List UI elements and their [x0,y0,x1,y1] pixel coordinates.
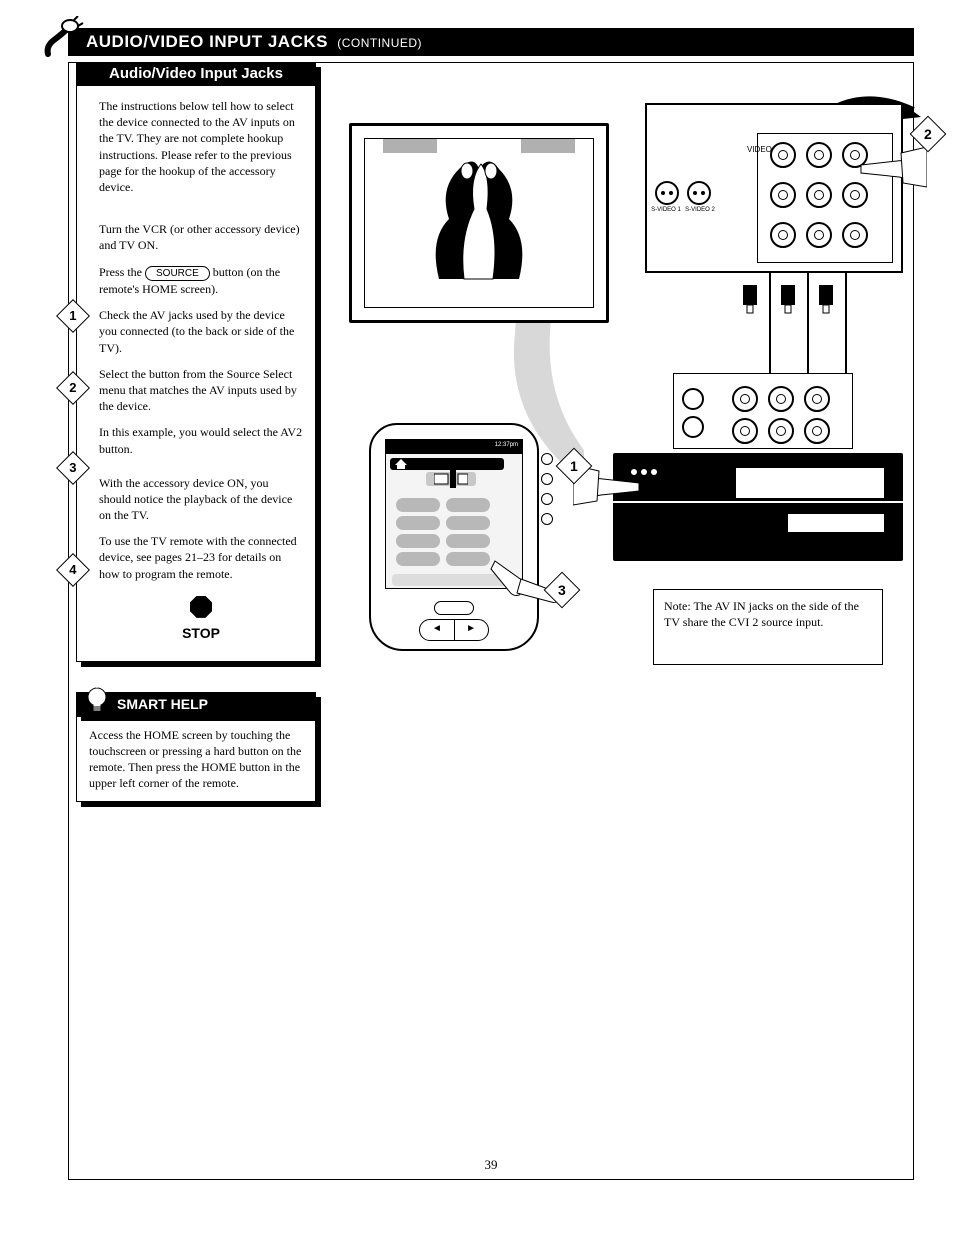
remote-time: 12:37pm [495,442,518,448]
step3b: In this example, you would select the AV… [99,424,303,456]
remote-illustration: 12:37pm [369,423,539,651]
intro-text: The instructions below tell how to selec… [99,98,303,195]
content-frame: Audio/Video Input Jacks The instructions… [68,62,914,1180]
step-1-marker: 1 [56,299,90,333]
svideo2-jack [687,181,711,205]
remote-side-1[interactable] [541,453,553,465]
step4a: With the accessory device ON, you should… [99,475,303,524]
step4b: To use the TV remote with the connected … [99,533,303,582]
vcr-seam [613,501,903,503]
remote-body: 12:37pm [369,423,539,651]
rbtn-5[interactable] [446,534,490,548]
tv-illustration [349,123,609,323]
cvi2-r [842,222,868,248]
hand-icon-1 [857,145,927,189]
step1b-pre: Press the [99,265,145,279]
audior-row [770,222,868,248]
title-main: AUDIO/VIDEO INPUT JACKS [86,32,328,51]
audiol-row [770,182,868,208]
tip-head-text: SMART HELP [117,696,208,712]
remote-pill[interactable] [434,601,474,615]
step-4-marker: 4 [56,553,90,587]
horses-icon [419,149,539,289]
instructions-panel: The instructions below tell how to selec… [76,85,316,662]
remote-topbar [390,458,504,470]
rbtn-0[interactable] [396,498,440,512]
page-title: AUDIO/VIDEO INPUT JACKS (CONTINUED) [68,32,422,52]
step1b: Press the SOURCE button (on the remote's… [99,264,303,298]
rbtn-7[interactable] [446,552,490,566]
vcr-out-l [768,386,794,412]
vcr-display [787,513,885,533]
vcr-device [613,453,903,561]
av2-l [806,182,832,208]
av1-v [770,142,796,168]
tv-screen [364,138,594,308]
source-key: SOURCE [145,266,210,282]
vcr-tape-slot [735,467,885,499]
tip-heading: SMART HELP [76,692,316,716]
sidebar-heading: Audio/Video Input Jacks [76,62,316,85]
video-label: VIDEO [747,145,757,154]
vcr-in-l [768,418,794,444]
tip-body: Access the HOME screen by touching the t… [76,716,316,803]
remote-side-4[interactable] [541,513,553,525]
stop-label: STOP [99,624,303,643]
tv-back-panel: S-VIDEO 1 S-VIDEO 2 VIDEO [645,103,903,273]
stop-icon [190,596,212,618]
rbtn-3[interactable] [446,516,490,530]
rbtn-2[interactable] [396,516,440,530]
page-number: 39 [485,1157,498,1173]
video-row [770,142,868,168]
vcr-out-row [732,386,830,412]
vcr-in-v [732,418,758,444]
plug-icon [40,16,84,60]
tip-box: SMART HELP Access the HOME screen by tou… [76,692,316,803]
step2: Check the AV jacks used by the device yo… [99,307,303,356]
av1-r [770,222,796,248]
svideo-row [655,181,711,205]
step1a: Turn the VCR (or other accessory device)… [99,221,303,253]
remote-side-3[interactable] [541,493,553,505]
av2-v [806,142,832,168]
header-bar: AUDIO/VIDEO INPUT JACKS (CONTINUED) [68,28,914,56]
av1-l [770,182,796,208]
av2-r [806,222,832,248]
rbtn-6[interactable] [396,552,440,566]
rbtn-1[interactable] [446,498,490,512]
step3a: Select the button from the Source Select… [99,366,303,415]
vcr-in-row [732,418,830,444]
vcr-out-r [804,386,830,412]
note-box: Note: The AV IN jacks on the side of the… [653,589,883,665]
vcr-in-r [804,418,830,444]
illustration-area: S-VIDEO 1 S-VIDEO 2 VIDEO [339,93,903,713]
vcr-ant [682,388,704,438]
lightbulb-icon [83,685,111,719]
vcr-out-v [732,386,758,412]
home-icon [394,458,408,470]
svideo1-jack [655,181,679,205]
remote-scroll-icon [434,470,468,488]
rbtn-4[interactable] [396,534,440,548]
sidebar: Audio/Video Input Jacks The instructions… [76,62,316,802]
vcr-back-panel [673,373,853,449]
plugs-icon [739,285,859,329]
sv2-label: S-VIDEO 2 [685,207,715,213]
step-3-marker: 3 [56,451,90,485]
title-sub: (CONTINUED) [337,36,422,50]
step-2-marker: 2 [56,371,90,405]
sv1-label: S-VIDEO 1 [651,207,681,213]
remote-side-2[interactable] [541,473,553,485]
remote-nav[interactable]: ◄ ► [419,619,489,641]
